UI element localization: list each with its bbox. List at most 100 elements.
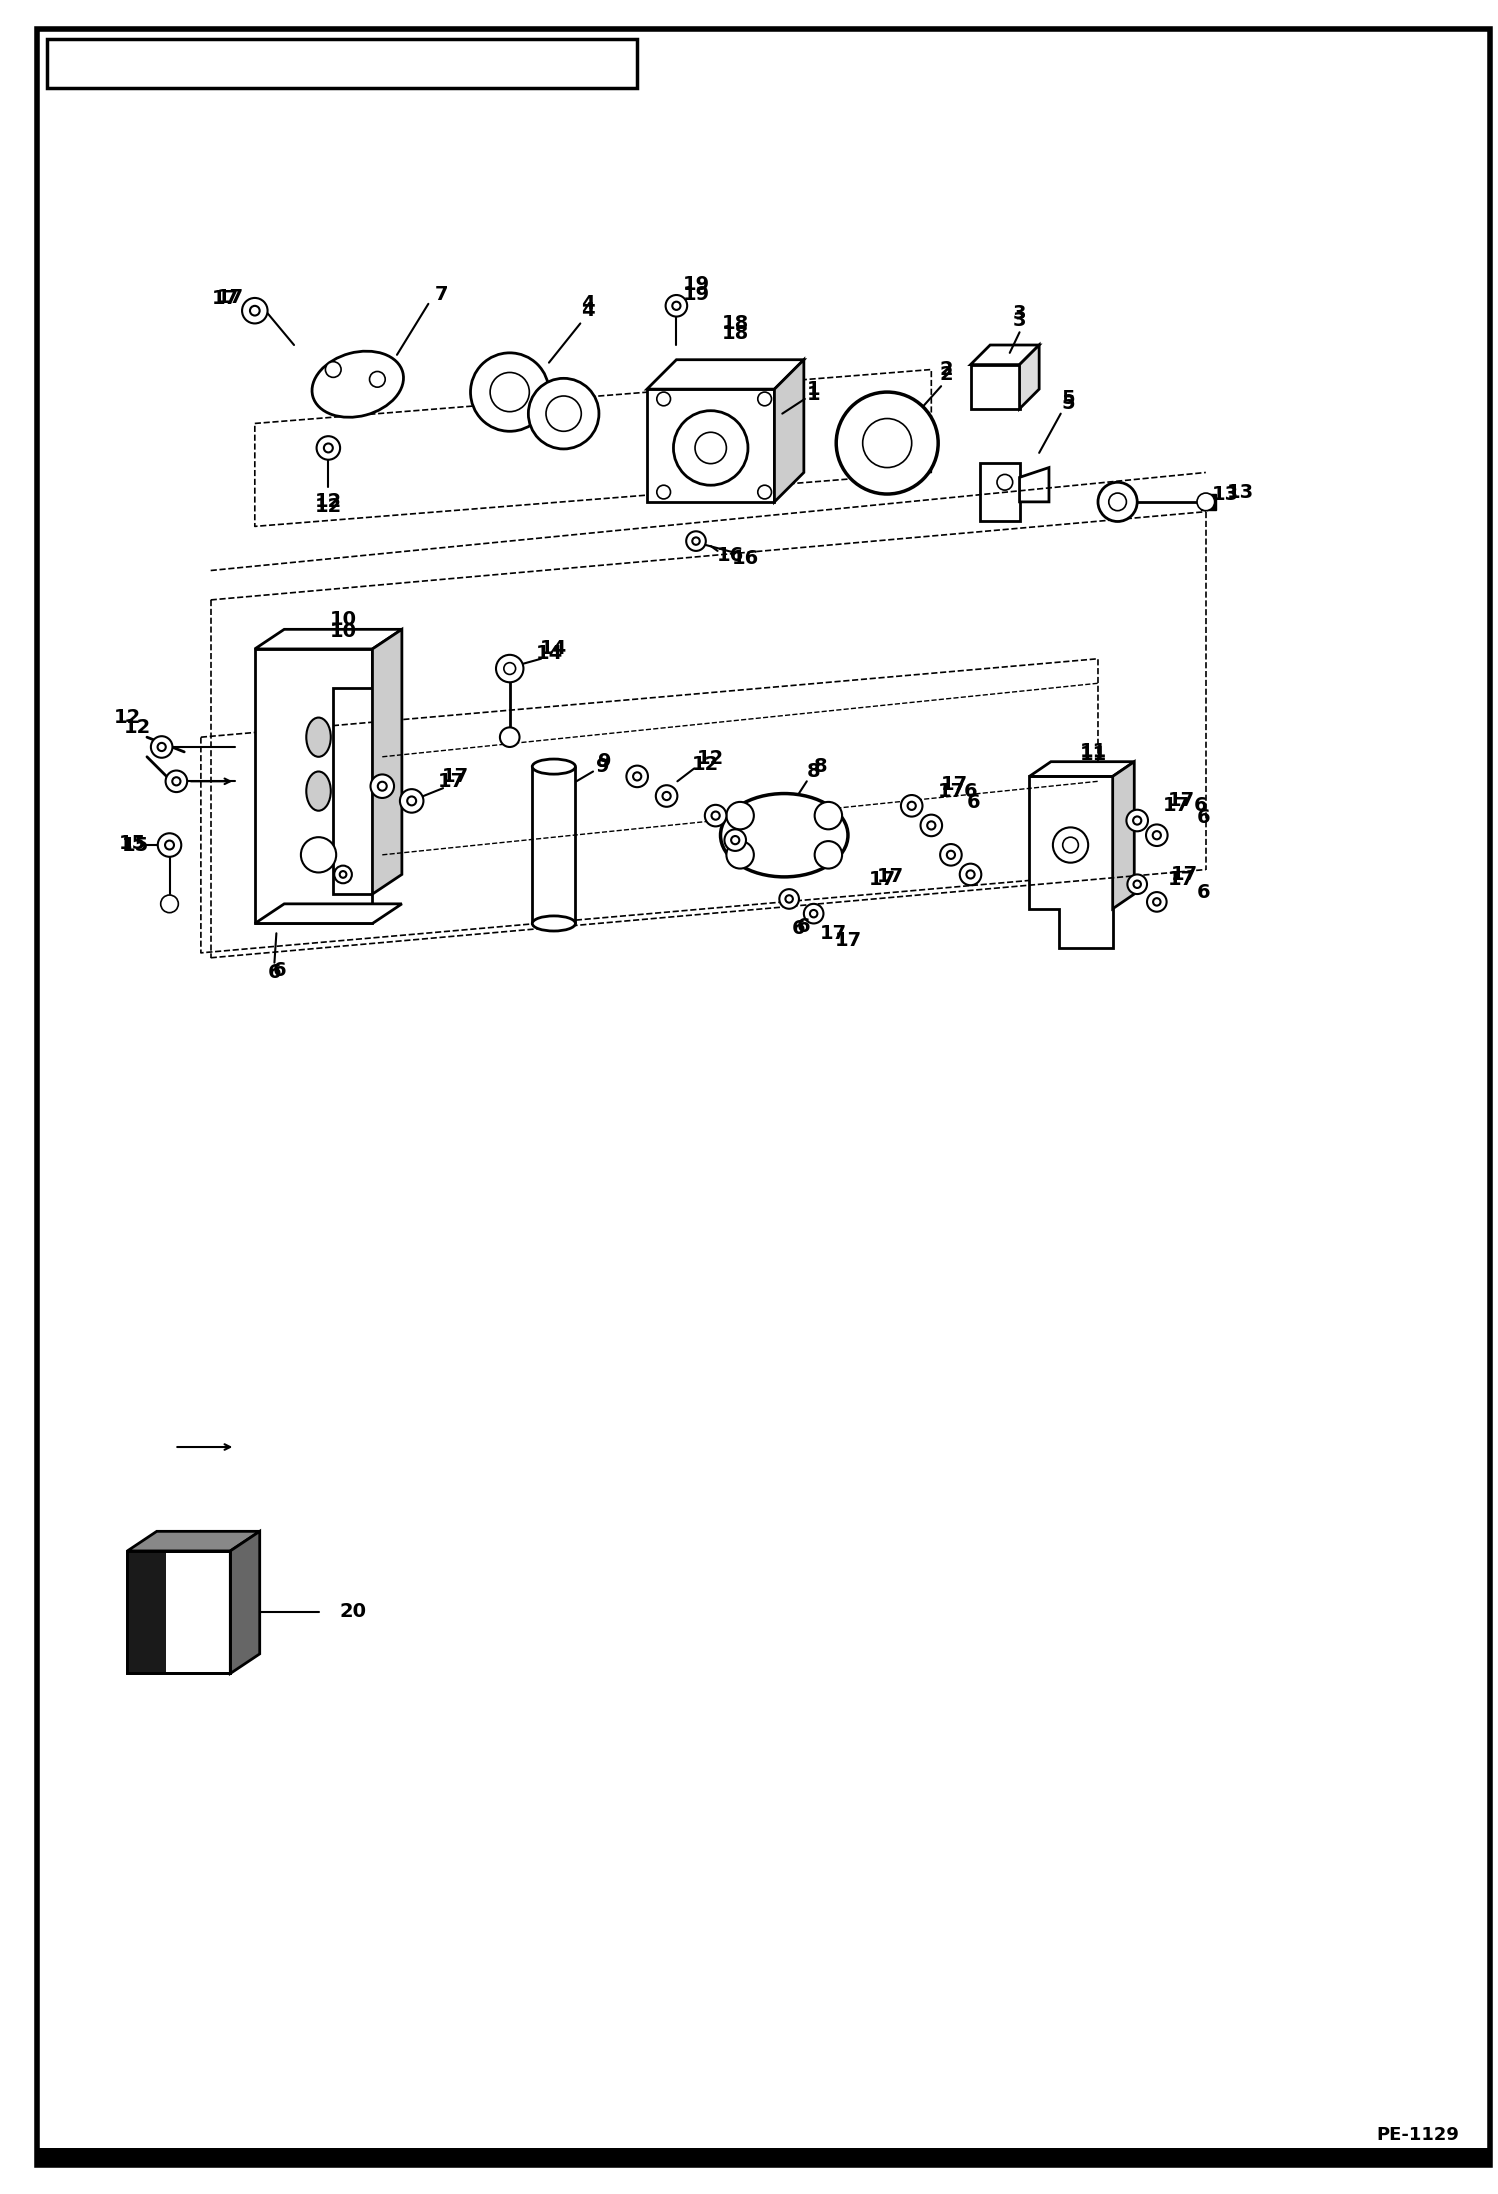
Circle shape bbox=[712, 812, 719, 821]
Circle shape bbox=[960, 864, 981, 884]
Text: 17: 17 bbox=[869, 869, 896, 889]
Text: 20: 20 bbox=[340, 1602, 367, 1621]
Circle shape bbox=[325, 362, 342, 377]
Text: 1: 1 bbox=[807, 380, 821, 399]
Circle shape bbox=[779, 889, 798, 908]
Text: 11: 11 bbox=[1080, 746, 1107, 764]
Circle shape bbox=[1147, 893, 1167, 913]
Circle shape bbox=[674, 410, 748, 485]
Circle shape bbox=[496, 654, 523, 682]
Circle shape bbox=[758, 485, 771, 498]
Circle shape bbox=[1109, 494, 1126, 511]
Text: 16: 16 bbox=[716, 546, 745, 566]
Circle shape bbox=[662, 792, 671, 801]
Text: 12: 12 bbox=[315, 498, 342, 516]
Circle shape bbox=[377, 781, 386, 790]
Text: 12: 12 bbox=[114, 709, 141, 726]
Text: 6: 6 bbox=[966, 794, 980, 812]
Circle shape bbox=[490, 373, 529, 412]
Circle shape bbox=[1153, 897, 1161, 906]
Polygon shape bbox=[255, 630, 401, 649]
Circle shape bbox=[727, 801, 753, 829]
Text: 9: 9 bbox=[598, 753, 611, 772]
Polygon shape bbox=[1029, 777, 1113, 948]
Circle shape bbox=[172, 777, 180, 785]
Text: 8: 8 bbox=[807, 761, 821, 781]
Text: 3: 3 bbox=[1013, 312, 1026, 329]
Text: 16: 16 bbox=[731, 548, 758, 568]
Text: 17: 17 bbox=[834, 930, 861, 950]
Polygon shape bbox=[980, 463, 1020, 522]
Text: 17: 17 bbox=[211, 290, 240, 309]
Ellipse shape bbox=[306, 717, 331, 757]
Circle shape bbox=[243, 298, 268, 323]
Text: 17: 17 bbox=[1168, 792, 1195, 810]
Text: 17: 17 bbox=[938, 781, 965, 801]
Polygon shape bbox=[647, 360, 804, 388]
Circle shape bbox=[250, 305, 259, 316]
Text: 19: 19 bbox=[683, 285, 710, 303]
Circle shape bbox=[727, 840, 753, 869]
Circle shape bbox=[815, 801, 842, 829]
Text: 6: 6 bbox=[792, 919, 806, 937]
Text: 18: 18 bbox=[722, 325, 749, 342]
Circle shape bbox=[166, 770, 187, 792]
Text: 9: 9 bbox=[596, 757, 610, 777]
Circle shape bbox=[1128, 875, 1147, 893]
Text: 17: 17 bbox=[941, 774, 968, 794]
Circle shape bbox=[804, 904, 824, 924]
Polygon shape bbox=[37, 2148, 1491, 2165]
Circle shape bbox=[758, 393, 771, 406]
Circle shape bbox=[908, 801, 915, 810]
Text: 4: 4 bbox=[581, 301, 595, 320]
Text: 6: 6 bbox=[963, 781, 977, 801]
Polygon shape bbox=[373, 630, 401, 893]
Circle shape bbox=[1132, 816, 1141, 825]
Text: 13: 13 bbox=[1227, 483, 1254, 502]
Polygon shape bbox=[971, 364, 1020, 408]
Circle shape bbox=[725, 829, 746, 851]
Circle shape bbox=[695, 432, 727, 463]
Circle shape bbox=[665, 294, 688, 316]
Text: 6: 6 bbox=[797, 917, 810, 937]
Circle shape bbox=[836, 393, 938, 494]
Circle shape bbox=[900, 794, 923, 816]
Text: 6: 6 bbox=[273, 961, 286, 981]
Text: 5: 5 bbox=[1062, 388, 1076, 408]
Polygon shape bbox=[971, 344, 1040, 364]
Bar bbox=[46, 39, 637, 88]
Circle shape bbox=[400, 790, 424, 812]
Text: 5: 5 bbox=[1062, 395, 1076, 412]
Text: 12: 12 bbox=[315, 491, 342, 511]
Polygon shape bbox=[774, 360, 804, 502]
Polygon shape bbox=[255, 904, 401, 924]
Polygon shape bbox=[255, 649, 373, 924]
Text: 11: 11 bbox=[1080, 742, 1107, 761]
Text: 6: 6 bbox=[1194, 796, 1207, 816]
Text: Note: See Ref. 20 for excavators W/updated undercarriage.: Note: See Ref. 20 for excavators W/updat… bbox=[63, 55, 620, 72]
Circle shape bbox=[626, 766, 649, 788]
Text: 12: 12 bbox=[123, 717, 151, 737]
Polygon shape bbox=[647, 388, 774, 502]
Circle shape bbox=[500, 728, 520, 746]
Text: 6: 6 bbox=[1197, 882, 1210, 902]
Circle shape bbox=[810, 911, 818, 917]
Text: 19: 19 bbox=[683, 274, 710, 294]
Circle shape bbox=[1098, 483, 1137, 522]
Polygon shape bbox=[127, 1551, 231, 1674]
Circle shape bbox=[1062, 838, 1079, 853]
Text: 1: 1 bbox=[807, 384, 821, 404]
Polygon shape bbox=[1113, 761, 1134, 908]
Text: 17: 17 bbox=[1171, 864, 1198, 884]
Circle shape bbox=[157, 834, 181, 858]
Text: 12: 12 bbox=[692, 755, 719, 774]
Circle shape bbox=[673, 303, 680, 309]
Text: 10: 10 bbox=[330, 621, 357, 641]
Circle shape bbox=[656, 785, 677, 807]
Circle shape bbox=[1053, 827, 1088, 862]
Text: 13: 13 bbox=[1212, 485, 1239, 505]
Circle shape bbox=[706, 805, 727, 827]
Circle shape bbox=[692, 538, 700, 544]
Circle shape bbox=[165, 840, 174, 849]
Text: 6: 6 bbox=[1197, 807, 1210, 827]
